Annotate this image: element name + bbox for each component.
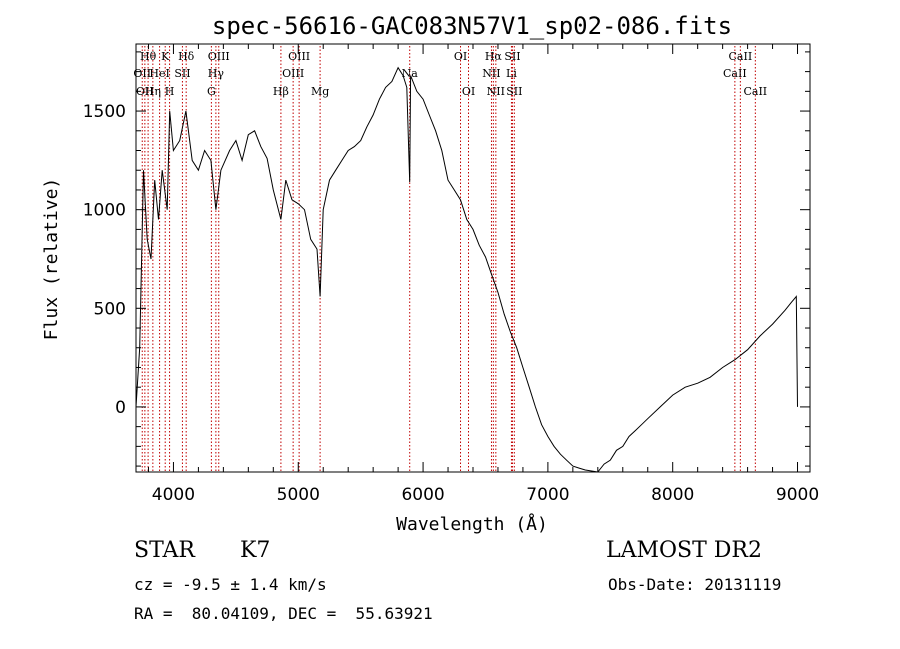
line-label: K — [161, 50, 170, 63]
line-label: OIII — [282, 67, 304, 80]
line-label: SII — [506, 85, 522, 98]
line-label: SII — [504, 50, 520, 63]
line-label: Mg — [311, 85, 329, 98]
survey-name: LAMOST DR2 — [606, 538, 762, 563]
line-label: Li — [506, 67, 517, 80]
line-label: Hβ — [273, 85, 289, 98]
spectrum-series-line — [135, 66, 798, 473]
y-tick-label: 1500 — [83, 102, 126, 122]
redshift-velocity: cz = -9.5 ± 1.4 km/s — [134, 575, 327, 594]
y-axis: 0 500 1000 1500 — [83, 51, 810, 467]
line-label: OIII — [288, 50, 310, 63]
line-label: Hγ — [208, 67, 225, 80]
line-label: NII — [487, 85, 505, 98]
x-tick-label: 5000 — [277, 485, 320, 505]
y-tick-label: 0 — [115, 398, 126, 418]
line-label: Hδ — [178, 50, 195, 63]
line-label: Hα — [485, 50, 503, 63]
line-label: OII — [136, 85, 154, 98]
object-class: STAR — [134, 538, 195, 563]
line-label: OII — [133, 67, 151, 80]
y-axis-label: Flux (relative) — [41, 178, 62, 341]
line-label: HeI — [149, 67, 169, 80]
x-tick-label: 6000 — [401, 485, 444, 505]
line-label: H — [165, 85, 175, 98]
emission-line-labels: OII OII Hθ Hη HeI K H SII Hδ G Hγ OIII Hβ OIII OIII Mg N… — [133, 50, 767, 98]
observation-date: Obs-Date: 20131119 — [608, 575, 782, 594]
y-tick-label: 500 — [94, 299, 126, 319]
x-tick-label: 8000 — [651, 485, 694, 505]
y-tick-label: 1000 — [83, 201, 126, 221]
x-axis: 4000 5000 6000 7000 8000 9000 — [147, 44, 819, 505]
line-label: G — [207, 85, 216, 98]
line-label: OI — [454, 50, 467, 63]
line-label: NII — [482, 67, 500, 80]
line-label: Na — [402, 67, 419, 80]
line-label: SII — [174, 67, 190, 80]
line-label: OI — [462, 85, 475, 98]
chart-title: spec-56616-GAC083N57V1_sp02-086.fits — [212, 12, 732, 40]
emission-line-markers — [141, 46, 756, 472]
object-subclass: K7 — [240, 538, 271, 563]
line-label: OIII — [208, 50, 230, 63]
x-tick-label: 9000 — [776, 485, 819, 505]
line-label: CaII — [729, 50, 753, 63]
plot-frame — [135, 43, 811, 473]
line-label: CaII — [743, 85, 767, 98]
line-label: Hθ — [140, 50, 157, 63]
sky-coordinates: RA = 80.04109, DEC = 55.63921 — [134, 604, 433, 623]
x-axis-label: Wavelength (Å) — [396, 513, 548, 535]
line-label: Hη — [145, 85, 161, 98]
line-label: CaII — [723, 67, 747, 80]
x-tick-label: 4000 — [152, 485, 195, 505]
x-tick-label: 7000 — [526, 485, 569, 505]
